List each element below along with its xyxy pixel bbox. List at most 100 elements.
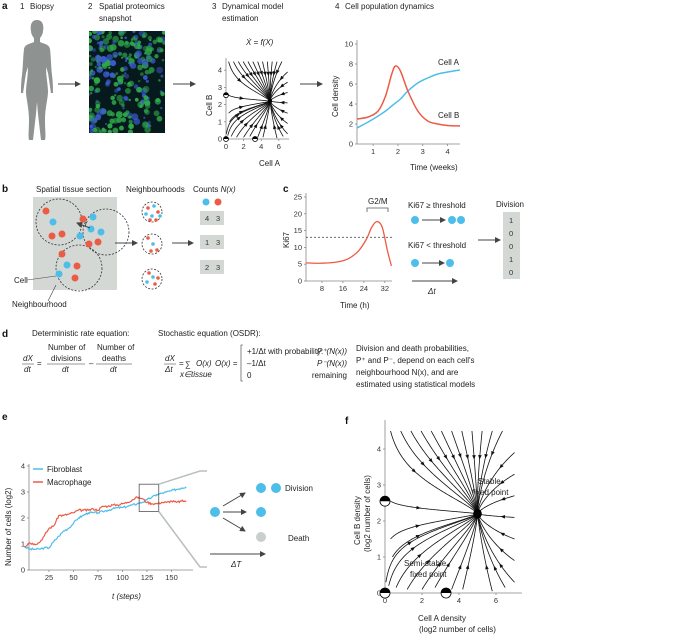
green-stain xyxy=(90,57,96,62)
neighbourhood-label: Neighbourhood xyxy=(12,300,67,309)
counts-title: Counts N(x) xyxy=(193,185,236,194)
green-stain xyxy=(89,85,94,92)
blue-stain xyxy=(122,107,125,110)
red-cell xyxy=(42,207,50,215)
streamline xyxy=(477,430,483,510)
streamline xyxy=(410,430,477,512)
step-1-num: 1 xyxy=(20,2,25,11)
green-stain xyxy=(131,42,136,47)
streamline xyxy=(477,473,515,512)
equals: = xyxy=(179,359,184,368)
f-ylabel: Cell B density xyxy=(353,496,362,545)
streamline-arrowhead xyxy=(279,123,284,129)
streamline-arrowhead xyxy=(249,123,254,129)
green-stain xyxy=(137,79,141,83)
streamline-arrowhead xyxy=(420,461,425,466)
neighbourhood-pointer xyxy=(47,284,57,302)
green-stain xyxy=(119,125,124,131)
death-arrow xyxy=(222,517,246,532)
blue-stain xyxy=(131,113,139,121)
blue-stain xyxy=(143,116,146,119)
green-stain xyxy=(89,38,92,44)
dt: dt xyxy=(62,365,69,374)
x-tick-label: 125 xyxy=(141,573,154,582)
x-tick-label: 6 xyxy=(494,596,498,605)
x-tick-label: 3 xyxy=(421,147,425,156)
green-stain xyxy=(110,43,117,51)
small-neighbourhood xyxy=(141,268,163,290)
streamline xyxy=(228,101,270,114)
green-stain xyxy=(142,121,149,128)
green-stain xyxy=(113,81,119,87)
green-stain xyxy=(89,45,93,52)
blue-stain xyxy=(159,106,163,110)
small-cell xyxy=(146,206,150,210)
green-stain xyxy=(124,88,131,94)
streamline xyxy=(257,61,271,100)
green-stain xyxy=(158,79,161,82)
green-stain xyxy=(95,87,101,93)
green-stain xyxy=(94,126,101,133)
streamline xyxy=(420,430,478,512)
streamline xyxy=(269,61,278,100)
streamline xyxy=(269,103,284,137)
x-tick-label: 0 xyxy=(224,142,228,151)
case-2: –1/Δt xyxy=(247,359,266,368)
streamline-arrowhead xyxy=(276,69,280,75)
small-cell xyxy=(152,204,156,208)
blue-stain xyxy=(124,36,128,40)
streamline-arrowhead xyxy=(491,450,495,456)
streamline-arrowhead xyxy=(500,532,505,537)
blue-stain xyxy=(137,56,140,59)
green-stain xyxy=(120,69,123,72)
division-value: 1 xyxy=(509,216,513,225)
green-stain xyxy=(89,54,92,58)
phase-portrait-f: 0 2 4 6 0 1 2 3 4 xyxy=(377,420,522,605)
streamline xyxy=(461,430,478,511)
streamline-arrowhead xyxy=(500,496,506,501)
blue-stain xyxy=(90,117,97,125)
streamline-arrowhead xyxy=(407,541,413,546)
green-stain xyxy=(137,40,142,45)
streamline-arrowhead xyxy=(263,71,267,77)
f-xlabel2: (log2 number of cells) xyxy=(419,625,496,634)
num-of: Number of xyxy=(48,343,86,352)
green-stain xyxy=(134,97,139,102)
blue-stain xyxy=(96,31,103,36)
streamline-arrowhead xyxy=(279,116,285,122)
count-red: 3 xyxy=(216,238,220,247)
streamline xyxy=(270,92,288,101)
dX: dX xyxy=(165,354,175,363)
blue-stain xyxy=(94,55,102,62)
step-2-num: 2 xyxy=(88,2,93,11)
x-tick-label: 2 xyxy=(242,142,246,151)
green-stain xyxy=(123,82,127,85)
deaths: deaths xyxy=(102,354,126,363)
y-tick-label: 5 xyxy=(298,260,302,269)
x-tick-label: 4 xyxy=(446,147,450,156)
streamline xyxy=(233,61,270,101)
y-tick-label: 8 xyxy=(349,60,353,69)
sto-title: Stochastic equation (OSDR): xyxy=(158,329,261,338)
O-x: O(x) xyxy=(196,359,212,368)
g2m-label: G2/M xyxy=(368,197,388,206)
x-tick-label: 8 xyxy=(320,284,324,293)
blue-stain xyxy=(133,84,139,89)
green-stain xyxy=(102,38,110,45)
num-of: Number of xyxy=(97,343,135,352)
green-stain xyxy=(146,55,153,63)
stable-fixed-point xyxy=(473,508,482,519)
desc-line: estimated using statistical models xyxy=(356,380,475,389)
streamline xyxy=(242,61,270,101)
small-cell xyxy=(145,280,149,284)
green-stain xyxy=(161,58,165,62)
green-stain xyxy=(122,112,128,118)
green-stain xyxy=(110,95,115,101)
streamline-arrowhead xyxy=(457,453,462,459)
small-neighbourhood xyxy=(141,201,163,223)
a4-ylabel: Cell density xyxy=(331,76,340,117)
phase-portrait-a: 0 2 4 6 0 1 2 3 4 xyxy=(218,58,289,151)
green-stain xyxy=(113,54,117,58)
streamline-arrowhead xyxy=(500,515,506,519)
